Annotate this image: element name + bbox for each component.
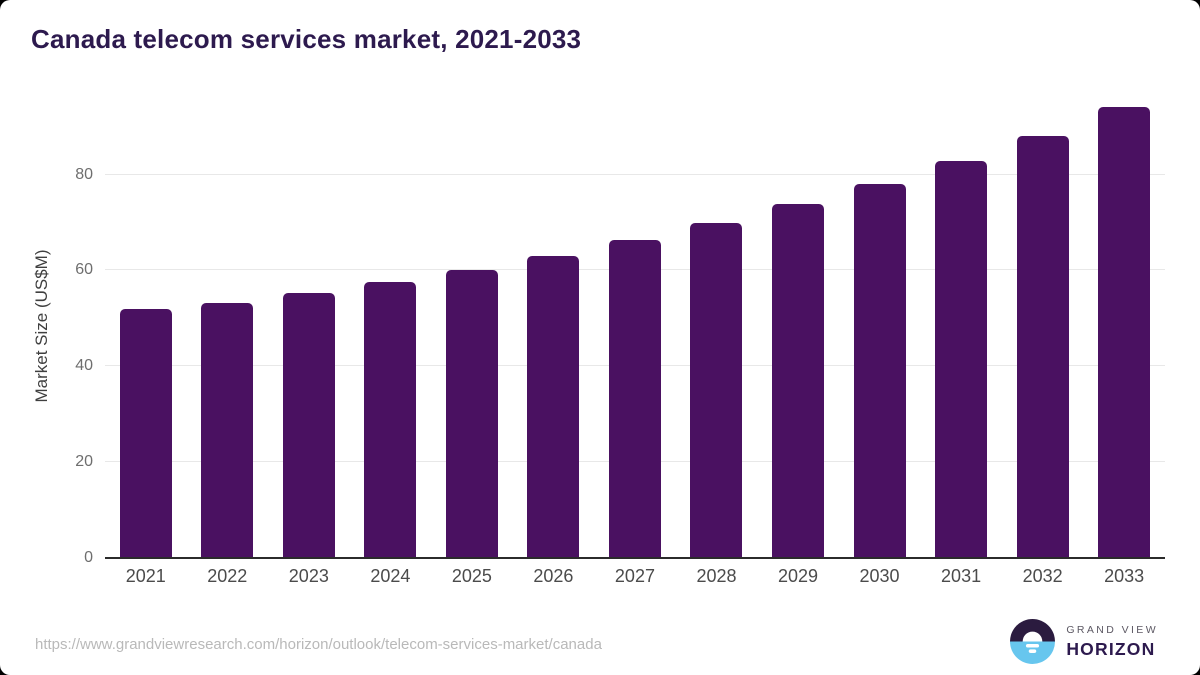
bar-2028[interactable] [690,223,743,558]
bar-2021[interactable] [119,309,172,558]
source-url: https://www.grandviewresearch.com/horizo… [35,636,602,653]
x-label-2023: 2023 [288,566,329,586]
plot-area: 0 20 40 60 80 [75,95,1165,566]
bar-2029[interactable] [772,204,825,558]
bar-slot-2026 [513,95,595,558]
bar-slot-2022 [187,95,269,558]
logo-grand-view: GRAND VIEW [1066,623,1158,636]
grand-view-horizon-logo[interactable]: GRAND VIEW HORIZON [1010,619,1158,664]
y-tick-80: 80 [75,165,93,183]
bar-series [105,95,1165,558]
y-tick-20: 20 [75,453,93,471]
x-label-2027: 2027 [614,566,655,586]
bar-slot-2023 [268,95,350,558]
bar-2023[interactable] [282,293,335,558]
bar-2025[interactable] [445,269,498,558]
bar-slot-2029 [757,95,839,558]
chart-title: Canada telecom services market, 2021-203… [31,24,582,54]
x-label-2033: 2033 [1104,566,1145,586]
x-label-2032: 2032 [1022,566,1063,586]
x-label-2029: 2029 [777,566,819,586]
x-label-2031: 2031 [941,566,982,586]
x-axis-line [105,557,1165,559]
bar-slot-2030 [839,95,921,558]
bar-slot-2025 [431,95,513,558]
bar-slot-2031 [920,95,1002,558]
gridline-80 [105,173,1165,175]
bar-slot-2024 [350,95,432,558]
bar-2026[interactable] [527,256,580,558]
y-tick-40: 40 [75,357,93,375]
logo-horizon: HORIZON [1066,638,1156,659]
x-label-2028: 2028 [696,566,737,586]
bar-slot-2032 [1002,95,1084,558]
bar-2031[interactable] [935,161,988,558]
x-label-2024: 2024 [370,566,411,586]
y-tick-0: 0 [84,549,93,566]
bar-slot-2027 [594,95,676,558]
bar-2030[interactable] [853,184,906,558]
x-label-2026: 2026 [533,566,574,586]
logo-text: GRAND VIEW HORIZON [1066,624,1158,660]
bar-2022[interactable] [201,302,254,558]
x-label-2025: 2025 [451,566,492,586]
horizon-sun-icon [1010,619,1056,664]
bar-2024[interactable] [364,281,417,558]
bar-2033[interactable] [1098,106,1151,558]
bar-2027[interactable] [608,240,661,558]
bar-slot-2021 [105,95,187,558]
x-label-2022: 2022 [207,566,248,586]
y-tick-60: 60 [75,261,93,279]
x-axis-labels: 2021 2022 2023 2024 2025 2026 2027 2028 2029 2030… [105,566,1165,587]
x-label-2021: 2021 [125,566,166,586]
x-label-2030: 2030 [859,566,900,586]
bar-2032[interactable] [1016,135,1069,558]
bar-slot-2028 [676,95,758,558]
bar-slot-2033 [1083,95,1165,558]
y-axis-label: Market Size (US$M) [32,249,51,403]
